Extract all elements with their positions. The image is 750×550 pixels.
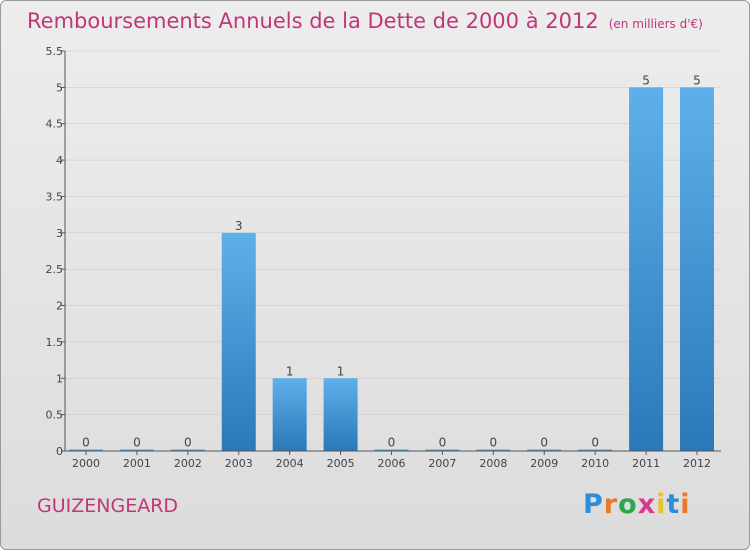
x-tick-label-2003: 2003 [225, 457, 253, 470]
bar-2007 [425, 449, 460, 451]
y-tick-label: 2.5 [46, 263, 64, 276]
logo-letter: r [603, 489, 619, 520]
y-tick-label: 5 [56, 81, 63, 94]
x-tick-label-2010: 2010 [581, 457, 609, 470]
value-label-2000: 0 [82, 436, 90, 450]
x-tick-label-2008: 2008 [479, 457, 507, 470]
value-label-2009: 0 [540, 436, 548, 450]
chart-subtitle: (en milliers d'€) [608, 17, 703, 31]
x-tick-label-2011: 2011 [632, 457, 660, 470]
bar-2005 [323, 378, 358, 451]
value-label-2007: 0 [439, 436, 447, 450]
y-tick-label: 0 [56, 445, 63, 458]
bars [69, 87, 714, 451]
proxiti-logo: Proxiti [583, 489, 691, 520]
chart-title-text: Remboursements Annuels de la Dette de 20… [27, 9, 599, 33]
value-label-2011: 5 [642, 73, 650, 87]
x-tick-label-2001: 2001 [123, 457, 151, 470]
y-tick-label: 3.5 [46, 190, 64, 203]
x-tick-label-2000: 2000 [72, 457, 100, 470]
logo-letter: i [680, 489, 691, 520]
x-tick-label-2009: 2009 [530, 457, 558, 470]
value-label-2012: 5 [693, 73, 701, 87]
bar-2006 [374, 449, 409, 451]
logo-letter: i [656, 489, 667, 520]
bar-2011 [629, 87, 664, 451]
x-tick-label-2006: 2006 [378, 457, 406, 470]
y-tick-label: 1.5 [46, 336, 64, 349]
bar-2009 [527, 449, 562, 451]
y-tick-label: 4 [56, 154, 63, 167]
bar-2012 [680, 87, 714, 451]
x-tick-label-2007: 2007 [428, 457, 456, 470]
y-tick-label: 3 [56, 227, 63, 240]
labels: 0 0.5 1 1.5 2 2.5 3 3.5 4 4.5 5 5.5 2000 0 2001 0 2002 0 2… [46, 45, 712, 470]
y-tick-label: 2 [56, 300, 63, 313]
bar-2000 [69, 449, 103, 451]
value-label-2005: 1 [337, 364, 345, 378]
value-label-2006: 0 [388, 436, 396, 450]
logo-letter: t [666, 489, 681, 520]
x-tick-label-2004: 2004 [276, 457, 304, 470]
bar-2004 [272, 378, 307, 451]
bar-2002 [170, 449, 205, 451]
bar-2001 [119, 449, 154, 451]
value-label-2002: 0 [184, 436, 192, 450]
axes [61, 50, 721, 455]
logo-letter: o [618, 489, 638, 520]
bar-2003 [221, 232, 256, 451]
value-label-2008: 0 [490, 436, 498, 450]
chart-title: Remboursements Annuels de la Dette de 20… [27, 9, 703, 33]
bar-2008 [476, 449, 511, 451]
bar-2010 [578, 449, 613, 451]
value-label-2010: 0 [591, 436, 599, 450]
x-tick-label-2012: 2012 [683, 457, 711, 470]
value-label-2001: 0 [133, 436, 141, 450]
grid-lines [65, 50, 721, 415]
y-tick-label: 5.5 [46, 45, 64, 58]
commune-name: GUIZENGEARD [37, 495, 179, 517]
y-tick-label: 4.5 [46, 118, 64, 131]
value-label-2004: 1 [286, 364, 294, 378]
y-tick-label: 1 [56, 372, 63, 385]
logo-letter: x [637, 489, 657, 520]
x-tick-label-2005: 2005 [327, 457, 355, 470]
y-tick-label: 0.5 [46, 409, 64, 422]
x-tick-label-2002: 2002 [174, 457, 202, 470]
value-label-2003: 3 [235, 219, 243, 233]
logo-letter: P [583, 489, 604, 520]
